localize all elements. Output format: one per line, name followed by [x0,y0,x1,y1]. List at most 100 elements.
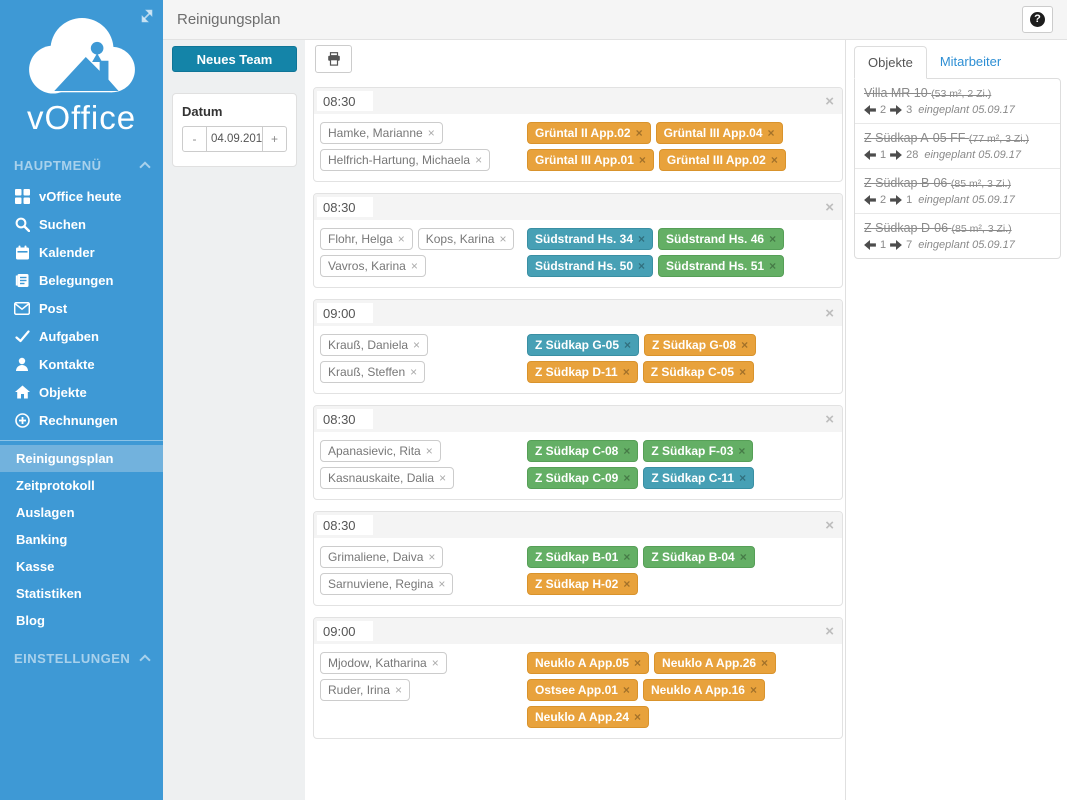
team-time-input[interactable] [317,409,373,429]
object-tag[interactable]: Z Südkap C-05 × [642,361,755,383]
object-tag[interactable]: Z Südkap B-04 × [643,546,755,568]
remove-object-icon[interactable]: × [638,153,646,167]
date-value-field[interactable]: 04.09.2017 [206,126,263,152]
remove-object-icon[interactable]: × [623,444,631,458]
remove-object-icon[interactable]: × [638,232,646,246]
remove-object-icon[interactable]: × [739,471,747,485]
member-tag[interactable]: Kops, Karina × [417,228,515,250]
sidebar-item-kasse[interactable]: Kasse [16,559,55,574]
remove-team-icon[interactable]: × [825,92,834,110]
object-list-item[interactable]: Z Südkap D-06 (85 m², 3 Zi.) 1 7 eingeplant… [855,214,1060,258]
remove-object-icon[interactable]: × [635,126,643,140]
help-button[interactable]: ? [1022,6,1053,33]
date-minus-button[interactable]: - [182,126,207,152]
sidebar-item-zeitprotokoll[interactable]: Zeitprotokoll [16,478,95,493]
member-tag[interactable]: Krauß, Steffen × [320,361,426,383]
object-tag[interactable]: Z Südkap C-09 × [527,467,639,489]
remove-member-icon[interactable]: × [438,577,446,591]
team-time-input[interactable] [317,197,373,217]
sidebar-item-voffice-heute[interactable]: vOffice heute [0,182,163,210]
remove-object-icon[interactable]: × [749,683,757,697]
remove-member-icon[interactable]: × [431,656,439,670]
member-tag[interactable]: Mjodow, Katharina × [320,652,447,674]
object-tag[interactable]: Z Südkap G-05 × [527,334,640,356]
object-tag[interactable]: Südstrand Hs. 50 × [527,255,654,277]
object-tag[interactable]: Z Südkap H-02 × [527,573,639,595]
tab-mitarbeiter[interactable]: Mitarbeiter [939,54,1002,69]
object-tag[interactable]: Z Südkap F-03 × [643,440,754,462]
remove-team-icon[interactable]: × [825,516,834,534]
remove-object-icon[interactable]: × [761,656,769,670]
remove-object-icon[interactable]: × [769,232,777,246]
remove-member-icon[interactable]: × [427,126,435,140]
remove-team-icon[interactable]: × [825,198,834,216]
sidebar-item-blog[interactable]: Blog [16,613,45,628]
sidebar-section-einstellungen[interactable]: EINSTELLUNGEN [0,642,163,675]
print-button[interactable] [315,45,352,73]
member-tag[interactable]: Apanasievic, Rita × [320,440,441,462]
object-tag[interactable]: Neuklo A App.05 × [527,652,650,674]
sidebar-item-reinigungsplan[interactable]: Reinigungsplan [0,445,163,472]
object-tag[interactable]: Grüntal II App.02 × [527,122,651,144]
remove-member-icon[interactable]: × [413,338,421,352]
object-tag[interactable]: Neuklo A App.16 × [642,679,765,701]
object-list-item[interactable]: Z Südkap A-05 FF (77 m², 3 Zi.) 1 28 eingep… [855,124,1060,169]
object-tag[interactable]: Z Südkap C-11 × [643,467,755,489]
remove-object-icon[interactable]: × [770,153,778,167]
object-tag[interactable]: Grüntal III App.04 × [655,122,783,144]
object-list-item[interactable]: Z Südkap B-06 (85 m², 3 Zi.) 2 1 eingeplant… [855,169,1060,214]
object-tag[interactable]: Ostsee App.01 × [527,679,638,701]
member-tag[interactable]: Vavros, Karina × [320,255,426,277]
remove-object-icon[interactable]: × [767,126,775,140]
remove-object-icon[interactable]: × [634,656,642,670]
sidebar-item-auslagen[interactable]: Auslagen [16,505,75,520]
remove-member-icon[interactable]: × [428,550,436,564]
remove-member-icon[interactable]: × [499,232,507,246]
expand-sidebar-icon[interactable] [139,8,155,24]
remove-object-icon[interactable]: × [623,550,631,564]
object-tag[interactable]: Z Südkap D-11 × [527,361,638,383]
sidebar-item-kalender[interactable]: Kalender [0,238,163,266]
object-list-item[interactable]: Villa MR 10 (53 m², 2 Zi.) 2 3 eingeplant 0… [855,79,1060,124]
remove-object-icon[interactable]: × [739,365,747,379]
team-time-input[interactable] [317,621,373,641]
object-tag[interactable]: Südstrand Hs. 46 × [658,228,785,250]
sidebar-item-belegungen[interactable]: Belegungen [0,266,163,294]
member-tag[interactable]: Hamke, Marianne × [320,122,443,144]
sidebar-item-aufgaben[interactable]: Aufgaben [0,322,163,350]
remove-object-icon[interactable]: × [622,683,630,697]
object-tag[interactable]: Südstrand Hs. 34 × [527,228,654,250]
remove-member-icon[interactable]: × [439,471,447,485]
object-tag[interactable]: Grüntal III App.02 × [658,149,786,171]
remove-object-icon[interactable]: × [739,550,747,564]
remove-member-icon[interactable]: × [425,444,433,458]
remove-object-icon[interactable]: × [738,444,746,458]
remove-object-icon[interactable]: × [741,338,749,352]
member-tag[interactable]: Kasnauskaite, Dalia × [320,467,455,489]
tab-objekte[interactable]: Objekte [854,46,927,79]
member-tag[interactable]: Sarnuviene, Regina × [320,573,454,595]
member-tag[interactable]: Ruder, Irina × [320,679,411,701]
remove-member-icon[interactable]: × [395,683,403,697]
remove-object-icon[interactable]: × [769,259,777,273]
sidebar-item-statistiken[interactable]: Statistiken [16,586,82,601]
remove-member-icon[interactable]: × [410,365,418,379]
remove-team-icon[interactable]: × [825,410,834,428]
sidebar-item-kontakte[interactable]: Kontakte [0,350,163,378]
sidebar-item-banking[interactable]: Banking [16,532,68,547]
object-tag[interactable]: Südstrand Hs. 51 × [658,255,785,277]
remove-team-icon[interactable]: × [825,304,834,322]
member-tag[interactable]: Grimaliene, Daiva × [320,546,444,568]
sidebar-item-rechnungen[interactable]: Rechnungen [0,406,163,434]
object-tag[interactable]: Neuklo A App.24 × [527,706,650,728]
object-tag[interactable]: Z Südkap C-08 × [527,440,639,462]
member-tag[interactable]: Krauß, Daniela × [320,334,429,356]
sidebar-section-hauptmenu[interactable]: HAUPTMENÜ [0,149,163,182]
member-tag[interactable]: Flohr, Helga × [320,228,413,250]
object-tag[interactable]: Neuklo A App.26 × [654,652,777,674]
remove-object-icon[interactable]: × [624,338,632,352]
object-tag[interactable]: Z Südkap G-08 × [644,334,757,356]
date-plus-button[interactable]: + [262,126,287,152]
remove-object-icon[interactable]: × [623,577,631,591]
team-time-input[interactable] [317,91,373,111]
